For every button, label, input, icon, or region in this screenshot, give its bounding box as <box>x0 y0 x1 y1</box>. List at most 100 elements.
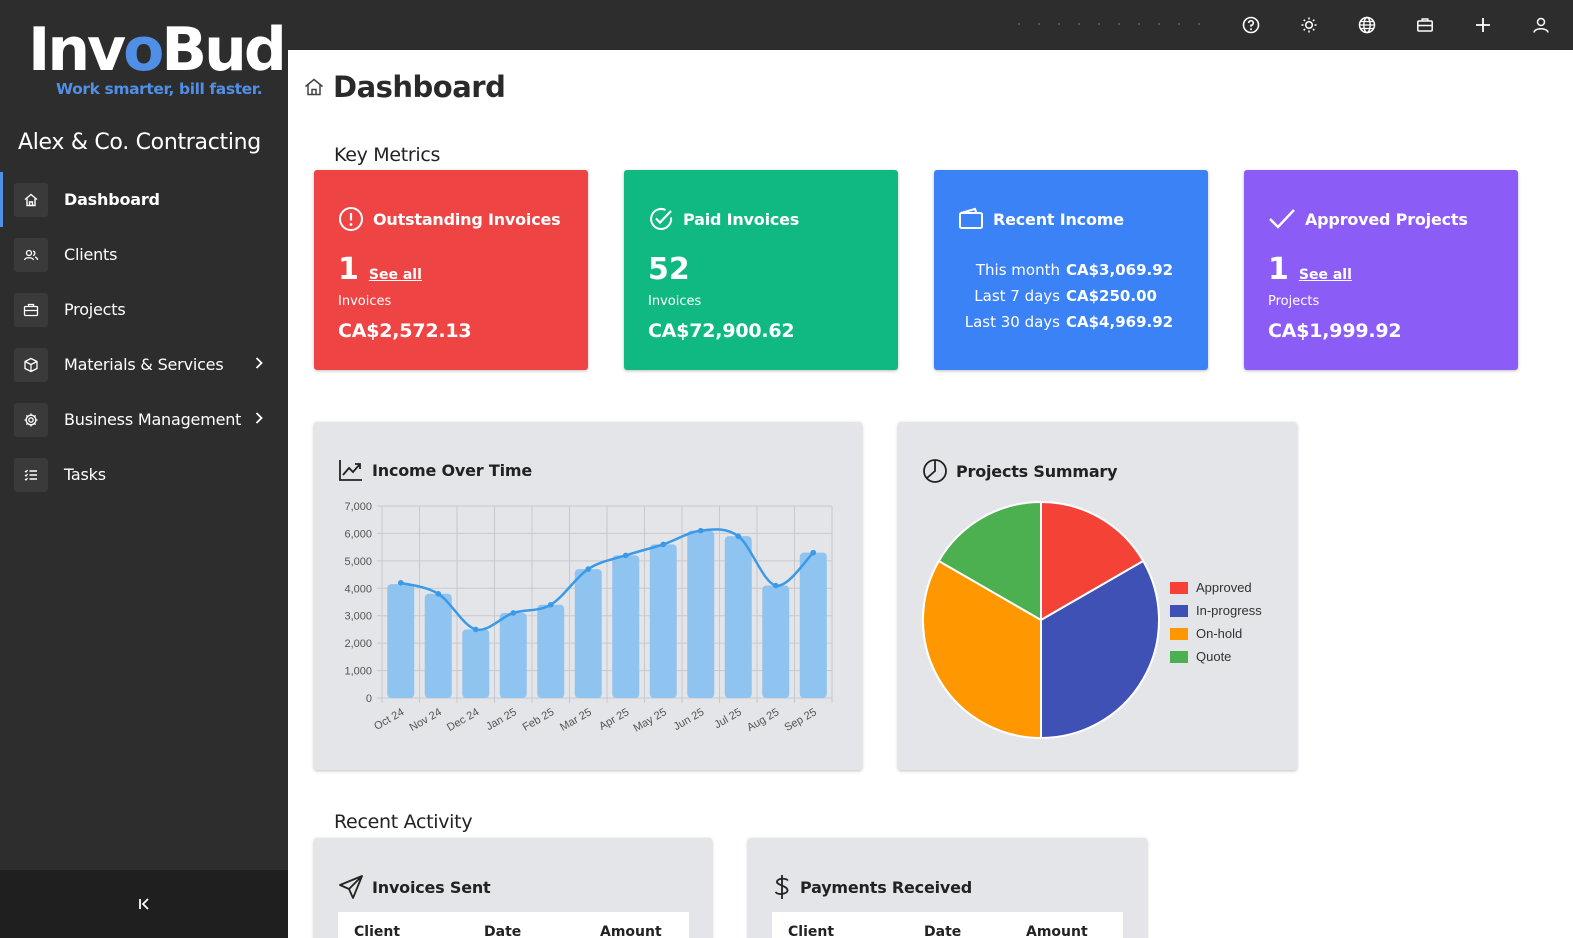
briefcase-icon[interactable] <box>1413 13 1437 37</box>
income-trend-point <box>735 533 742 539</box>
key-metrics-heading: Key Metrics <box>334 144 441 166</box>
projects-summary-chart <box>922 500 1160 740</box>
x-tick-label: Feb 25 <box>521 706 557 734</box>
top-bar <box>288 0 1573 50</box>
recent-income-card: Recent Income This month CA$3,069.92 Last… <box>934 170 1208 370</box>
x-tick-label: Jan 25 <box>484 706 519 733</box>
income-trend-point <box>697 527 704 534</box>
income-over-time-panel: Income Over Time 0 1,000 2,000 3,000 4,000 5,… <box>314 422 862 770</box>
pie-legend: Approved In-progress On-hold Quote <box>1170 576 1262 668</box>
outstanding-invoices-card: Outstanding Invoices 1 See all Invoices … <box>314 170 588 370</box>
pie-slice-approved <box>1040 500 1145 622</box>
income-bar <box>424 593 452 698</box>
panel-title: Invoices Sent <box>372 877 491 897</box>
sidebar-item-tasks[interactable]: Tasks <box>0 447 288 502</box>
sidebar-item-clients[interactable]: Clients <box>0 227 288 282</box>
paid-invoices-count: 52 <box>648 252 690 287</box>
income-bar <box>537 604 565 698</box>
approved-projects-count: 1 <box>1268 252 1289 287</box>
see-all-projects-link[interactable]: See all <box>1298 267 1352 283</box>
income-row-last-7-days: Last 7 days CA$250.00 <box>974 287 1157 305</box>
user-account-icon[interactable] <box>1529 13 1553 37</box>
income-trend-point <box>810 549 817 556</box>
help-icon[interactable] <box>1239 13 1263 37</box>
card-unit-label: Invoices <box>338 294 392 309</box>
gear-icon <box>14 402 48 437</box>
legend-item-approved[interactable]: Approved <box>1170 576 1262 599</box>
income-bar <box>499 612 527 698</box>
sidebar-item-label: Tasks <box>64 465 106 484</box>
approved-projects-card: Approved Projects 1 See all Projects CA$… <box>1244 170 1518 370</box>
pie-slice-on-hold <box>922 559 1042 740</box>
panel-title: Projects Summary <box>956 461 1118 481</box>
y-tick-label: 7,000 <box>344 501 372 513</box>
income-trend-point <box>585 566 592 572</box>
column-header-client[interactable]: Client <box>354 924 401 938</box>
income-trend-point <box>772 582 779 589</box>
income-trend-point <box>435 590 442 597</box>
x-tick-label: May 25 <box>632 706 669 734</box>
sidebar: InvoBud Work smarter, bill faster. Alex … <box>0 0 288 938</box>
income-row-this-month: This month CA$3,069.92 <box>975 261 1174 279</box>
y-tick-label: 5,000 <box>344 556 372 568</box>
logo-wordmark: InvoBud <box>28 15 287 85</box>
card-unit-label: Projects <box>1268 294 1320 309</box>
legend-item-on-hold[interactable]: On-hold <box>1170 622 1262 645</box>
alert-circle-icon <box>339 207 363 231</box>
income-trend-point <box>660 541 667 548</box>
sidebar-item-label: Projects <box>64 300 126 319</box>
sidebar-nav: Dashboard Clients Projects Materials & S… <box>0 172 288 502</box>
income-bar <box>387 584 415 698</box>
trending-up-chart-icon <box>339 460 362 481</box>
card-title: Paid Invoices <box>683 209 800 229</box>
pie-chart-icon <box>923 459 947 483</box>
paid-invoices-amount: CA$72,900.62 <box>648 320 795 342</box>
column-header-amount[interactable]: Amount <box>1026 924 1088 938</box>
language-globe-icon[interactable] <box>1355 13 1379 37</box>
page-header: Dashboard <box>303 70 506 104</box>
x-tick-label: Aug 25 <box>745 706 781 734</box>
outstanding-invoices-count: 1 <box>338 252 359 287</box>
column-header-client[interactable]: Client <box>788 924 835 938</box>
invoices-sent-panel: Invoices Sent Client Date Amount <box>314 838 712 938</box>
pie-slice-in-progress <box>1040 559 1160 740</box>
income-trend-point <box>547 601 554 608</box>
sidebar-item-projects[interactable]: Projects <box>0 282 288 337</box>
x-tick-label: Jul 25 <box>712 706 743 731</box>
checkmark-icon <box>1269 209 1295 229</box>
sidebar-item-label: Business Management <box>64 410 242 429</box>
legend-item-quote[interactable]: Quote <box>1170 645 1262 668</box>
income-bar <box>762 585 790 698</box>
y-tick-label: 3,000 <box>344 611 372 623</box>
card-unit-label: Invoices <box>648 294 702 309</box>
income-bar <box>574 569 602 698</box>
column-header-amount[interactable]: Amount <box>600 924 662 938</box>
y-tick-label: 2,000 <box>344 638 372 650</box>
sidebar-item-label: Materials & Services <box>64 355 224 374</box>
add-plus-icon[interactable] <box>1471 13 1495 37</box>
x-tick-label: Mar 25 <box>558 706 594 734</box>
page-title: Dashboard <box>333 70 506 104</box>
income-bar <box>612 555 640 698</box>
column-header-date[interactable]: Date <box>924 924 962 938</box>
sidebar-item-business-management[interactable]: Business Management <box>0 392 288 447</box>
invobud-logo[interactable]: InvoBud Work smarter, bill faster. <box>28 15 287 110</box>
theme-sun-icon[interactable] <box>1297 13 1321 37</box>
collapse-sidebar-button[interactable] <box>0 870 288 938</box>
users-icon <box>14 237 48 272</box>
logo-tagline: Work smarter, bill faster. <box>56 80 263 98</box>
panel-title: Payments Received <box>800 877 973 897</box>
income-row-last-30-days: Last 30 days CA$4,969.92 <box>964 313 1174 331</box>
collapse-left-icon <box>139 898 149 910</box>
income-trend-point <box>510 610 517 616</box>
legend-item-in-progress[interactable]: In-progress <box>1170 599 1262 622</box>
column-header-date[interactable]: Date <box>484 924 522 938</box>
box-icon <box>14 347 48 382</box>
income-bar <box>649 544 677 698</box>
topbar-spacer-dots <box>1018 23 1200 25</box>
sidebar-item-dashboard[interactable]: Dashboard <box>0 172 288 227</box>
see-all-outstanding-link[interactable]: See all <box>368 267 422 283</box>
payments-received-panel: Payments Received Client Date Amount <box>748 838 1147 938</box>
sidebar-item-materials-services[interactable]: Materials & Services <box>0 337 288 392</box>
invoices-sent-table-header: Client Date Amount <box>338 912 689 938</box>
